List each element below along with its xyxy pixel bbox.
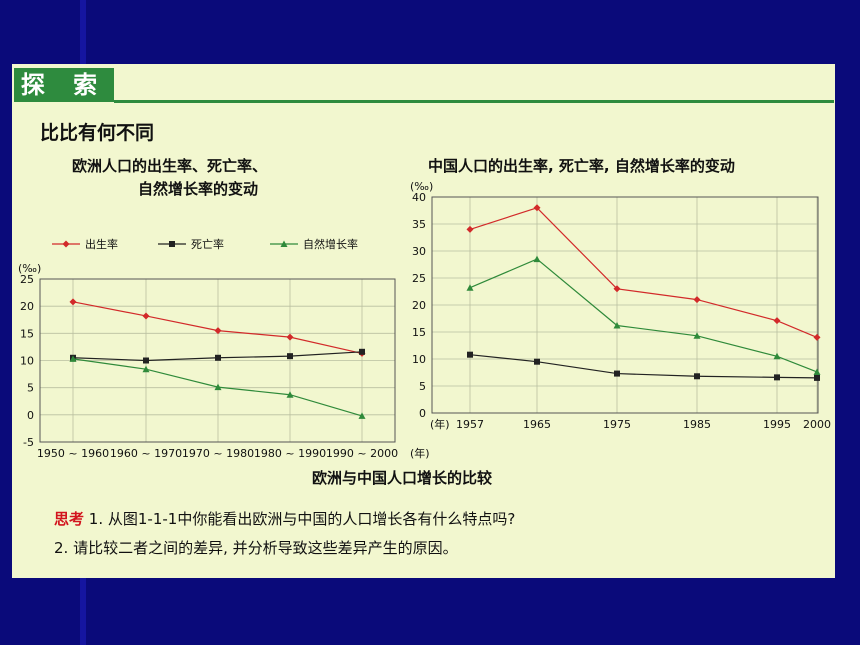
question-1-text: 1. 从图1-1-1中你能看出欧洲与中国的人口增长各有什么特点吗? bbox=[88, 510, 516, 528]
china-birth-point bbox=[813, 333, 821, 341]
china-birth-point bbox=[693, 296, 701, 304]
china-xtick-label: 1965 bbox=[523, 418, 551, 431]
europe-xtick-label: 1970 ~ 1980 bbox=[182, 447, 254, 460]
china-series-death-line bbox=[469, 354, 818, 379]
china-xtick-label: 2000 bbox=[803, 418, 831, 431]
china-ytick-label: 20 bbox=[412, 299, 426, 312]
tag-underline bbox=[114, 100, 834, 103]
europe-birth-point bbox=[142, 312, 150, 320]
china-ytick-label: 10 bbox=[412, 353, 426, 366]
china-death-point bbox=[814, 374, 820, 381]
figure-caption: 欧洲与中国人口增长的比较 bbox=[312, 469, 493, 487]
europe-ytick-label: 0 bbox=[27, 409, 34, 422]
europe-ytick-label: 20 bbox=[20, 300, 34, 313]
china-xtick-label: 1995 bbox=[763, 418, 791, 431]
china-death-point bbox=[774, 374, 780, 381]
china-plot-frame bbox=[431, 196, 819, 414]
china-ytick-label: 15 bbox=[412, 326, 426, 339]
europe-natural-point bbox=[286, 391, 294, 398]
legend-birth-label: 出生率 bbox=[85, 237, 118, 251]
china-series-natural-line bbox=[469, 258, 818, 373]
legend-death-label: 死亡率 bbox=[191, 237, 224, 251]
europe-natural-point bbox=[358, 412, 366, 419]
europe-ytick-label: -5 bbox=[23, 436, 34, 449]
china-ytick-label: 5 bbox=[419, 380, 426, 393]
china-natural-point bbox=[613, 322, 621, 329]
china-natural-point bbox=[466, 284, 474, 291]
europe-ytick-label: 15 bbox=[20, 327, 34, 340]
europe-ytick-label: 10 bbox=[20, 355, 34, 368]
europe-natural-point bbox=[214, 383, 222, 391]
europe-death-point bbox=[359, 348, 365, 355]
europe-xtick-label: 1960 ~ 1970 bbox=[110, 447, 182, 460]
europe-ytick-label: 5 bbox=[27, 382, 34, 395]
china-death-point bbox=[694, 373, 700, 380]
china-birth-point bbox=[533, 204, 541, 212]
china-death-point bbox=[534, 358, 540, 365]
explore-tag: 探 索 bbox=[14, 68, 114, 102]
europe-natural-point bbox=[142, 365, 150, 373]
china-birth-point bbox=[466, 225, 474, 233]
question-1: 思考 1. 从图1-1-1中你能看出欧洲与中国的人口增长各有什么特点吗? bbox=[54, 508, 515, 529]
europe-death-point bbox=[215, 354, 221, 361]
europe-xtick-label: 1950 ~ 1960 bbox=[37, 447, 109, 460]
legend-birth-marker bbox=[62, 240, 70, 248]
china-natural-point bbox=[693, 332, 701, 339]
china-ytick-label: 40 bbox=[412, 191, 426, 204]
europe-plot-frame bbox=[39, 278, 396, 443]
europe-ytick-label: 25 bbox=[20, 273, 34, 286]
china-ytick-label: 0 bbox=[419, 407, 426, 420]
china-death-point bbox=[467, 351, 473, 358]
china-death-point bbox=[614, 370, 620, 377]
china-series-birth-line bbox=[469, 207, 818, 338]
china-chart-title: 中国人口的出生率, 死亡率, 自然增长率的变动 bbox=[428, 157, 735, 175]
china-birth-point bbox=[773, 317, 781, 325]
textbook-panel bbox=[12, 64, 835, 578]
europe-death-point bbox=[287, 353, 293, 360]
china-ytick-label: 30 bbox=[412, 245, 426, 258]
china-natural-point bbox=[773, 352, 781, 360]
question-2: 2. 请比较二者之间的差异, 并分析导致这些差异产生的原因。 bbox=[54, 539, 458, 557]
china-natural-point bbox=[813, 368, 821, 375]
china-xtick-label: 1957 bbox=[456, 418, 484, 431]
china-unit-label: (‰) bbox=[410, 180, 433, 193]
europe-birth-point bbox=[214, 327, 222, 335]
china-xtick-label: 1975 bbox=[603, 418, 631, 431]
europe-xtick-label: 1980 ~ 1990 bbox=[254, 447, 326, 460]
legend-natural-label: 自然增长率 bbox=[303, 237, 358, 251]
china-ytick-label: 25 bbox=[412, 272, 426, 285]
china-birth-point bbox=[613, 285, 621, 293]
europe-birth-point bbox=[286, 333, 294, 341]
china-ytick-label: 35 bbox=[412, 218, 426, 231]
china-natural-point bbox=[533, 255, 541, 263]
legend-natural-marker bbox=[280, 240, 288, 247]
think-label: 思考 bbox=[54, 510, 85, 528]
legend-death-marker bbox=[169, 241, 175, 247]
europe-unit-label: (‰) bbox=[18, 262, 41, 275]
europe-chart-title-line2: 自然增长率的变动 bbox=[138, 180, 259, 198]
europe-xtick-label: 1990 ~ 2000 bbox=[326, 447, 398, 460]
europe-death-point bbox=[143, 357, 149, 364]
section-heading: 比比有何不同 bbox=[40, 122, 155, 144]
europe-chart-title-line1: 欧洲人口的出生率、死亡率、 bbox=[72, 157, 268, 175]
europe-x-unit: (年) bbox=[410, 446, 430, 460]
europe-birth-point bbox=[69, 298, 77, 306]
europe-natural-point bbox=[69, 355, 77, 362]
china-x-unit: (年) bbox=[430, 417, 450, 431]
china-xtick-label: 1985 bbox=[683, 418, 711, 431]
